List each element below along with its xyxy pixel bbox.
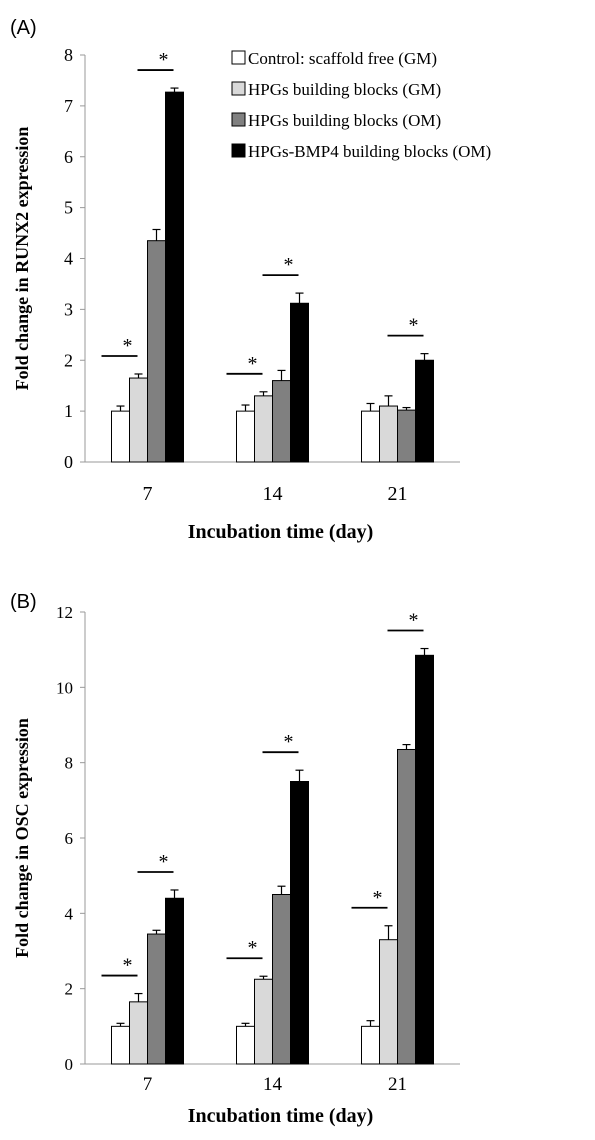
bar bbox=[379, 939, 398, 1065]
y-tick-label: 5 bbox=[64, 198, 73, 218]
panel-label: (B) bbox=[10, 591, 37, 613]
bar bbox=[415, 654, 434, 1065]
legend-label: Control: scaffold free (GM) bbox=[248, 49, 437, 68]
bar bbox=[379, 405, 398, 463]
bar bbox=[397, 748, 416, 1065]
bar bbox=[272, 380, 291, 463]
x-axis-title: Incubation time (day) bbox=[188, 521, 374, 543]
x-tick-label: 21 bbox=[388, 1074, 407, 1095]
x-tick-label: 21 bbox=[388, 483, 408, 505]
bar bbox=[290, 781, 309, 1065]
bar bbox=[290, 302, 309, 463]
significance-star: * bbox=[248, 937, 258, 959]
bar bbox=[147, 240, 166, 463]
bar bbox=[165, 897, 184, 1065]
x-axis-title: Incubation time (day) bbox=[188, 1105, 374, 1127]
chart-panel-a: (A) 0 1 2 3 4 5 6 7 8 7 14 21 * * * * * Fold change in RUN… bbox=[10, 17, 491, 543]
legend-swatch bbox=[231, 143, 246, 158]
bar bbox=[236, 410, 255, 463]
bar bbox=[111, 1025, 130, 1065]
y-tick-label: 2 bbox=[64, 350, 73, 370]
y-tick-label: 1 bbox=[64, 401, 73, 421]
bar bbox=[111, 410, 130, 463]
legend: Control: scaffold free (GM) HPGs building… bbox=[231, 49, 491, 161]
significance-star: * bbox=[409, 610, 419, 632]
y-tick-label: 0 bbox=[65, 1055, 74, 1074]
bar bbox=[254, 978, 273, 1065]
significance-star: * bbox=[123, 335, 133, 357]
y-tick-label: 4 bbox=[64, 249, 73, 269]
x-tick-label: 7 bbox=[143, 483, 153, 505]
y-tick-label: 2 bbox=[65, 980, 74, 999]
significance-star: * bbox=[159, 49, 169, 71]
significance-star: * bbox=[123, 955, 133, 977]
y-tick-label: 7 bbox=[64, 96, 73, 116]
panel-label: (A) bbox=[10, 17, 37, 39]
bar bbox=[129, 377, 148, 463]
y-tick-label: 8 bbox=[64, 45, 73, 65]
y-tick-label: 0 bbox=[64, 452, 73, 472]
y-axis-title: Fold change in RUNX2 expression bbox=[12, 127, 32, 391]
y-tick-label: 8 bbox=[65, 754, 74, 773]
y-tick-label: 3 bbox=[64, 299, 73, 319]
legend-swatch bbox=[231, 50, 246, 65]
bar bbox=[147, 933, 166, 1065]
significance-star: * bbox=[284, 254, 294, 276]
y-tick-label: 4 bbox=[65, 904, 74, 923]
bar bbox=[254, 395, 273, 463]
bar bbox=[129, 1001, 148, 1065]
significance-star: * bbox=[159, 851, 169, 873]
bar bbox=[272, 894, 291, 1065]
bar bbox=[165, 91, 184, 463]
legend-label: HPGs building blocks (OM) bbox=[248, 111, 441, 130]
x-tick-label: 7 bbox=[143, 1074, 153, 1095]
significance-star: * bbox=[373, 887, 383, 909]
x-tick-label: 14 bbox=[263, 1074, 283, 1095]
significance-star: * bbox=[284, 731, 294, 753]
y-axis-title: Fold change in OSC expression bbox=[12, 718, 32, 958]
bar bbox=[397, 409, 416, 463]
y-tick-label: 6 bbox=[64, 147, 73, 167]
significance-star: * bbox=[248, 353, 258, 375]
chart-panel-b: (B) 0 2 4 6 8 10 12 7 14 21 * * * * * * Fold change in OS… bbox=[10, 591, 460, 1127]
y-tick-label: 12 bbox=[56, 603, 73, 622]
legend-swatch bbox=[231, 112, 246, 127]
legend-swatch bbox=[231, 81, 246, 96]
y-tick-label: 10 bbox=[56, 678, 73, 697]
bar bbox=[361, 410, 380, 463]
bar bbox=[236, 1025, 255, 1065]
y-tick-label: 6 bbox=[65, 829, 74, 848]
significance-star: * bbox=[409, 315, 419, 337]
bar bbox=[415, 359, 434, 463]
legend-label: HPGs-BMP4 building blocks (OM) bbox=[248, 142, 491, 161]
bar bbox=[361, 1025, 380, 1065]
legend-label: HPGs building blocks (GM) bbox=[248, 80, 441, 99]
x-tick-label: 14 bbox=[263, 483, 283, 505]
